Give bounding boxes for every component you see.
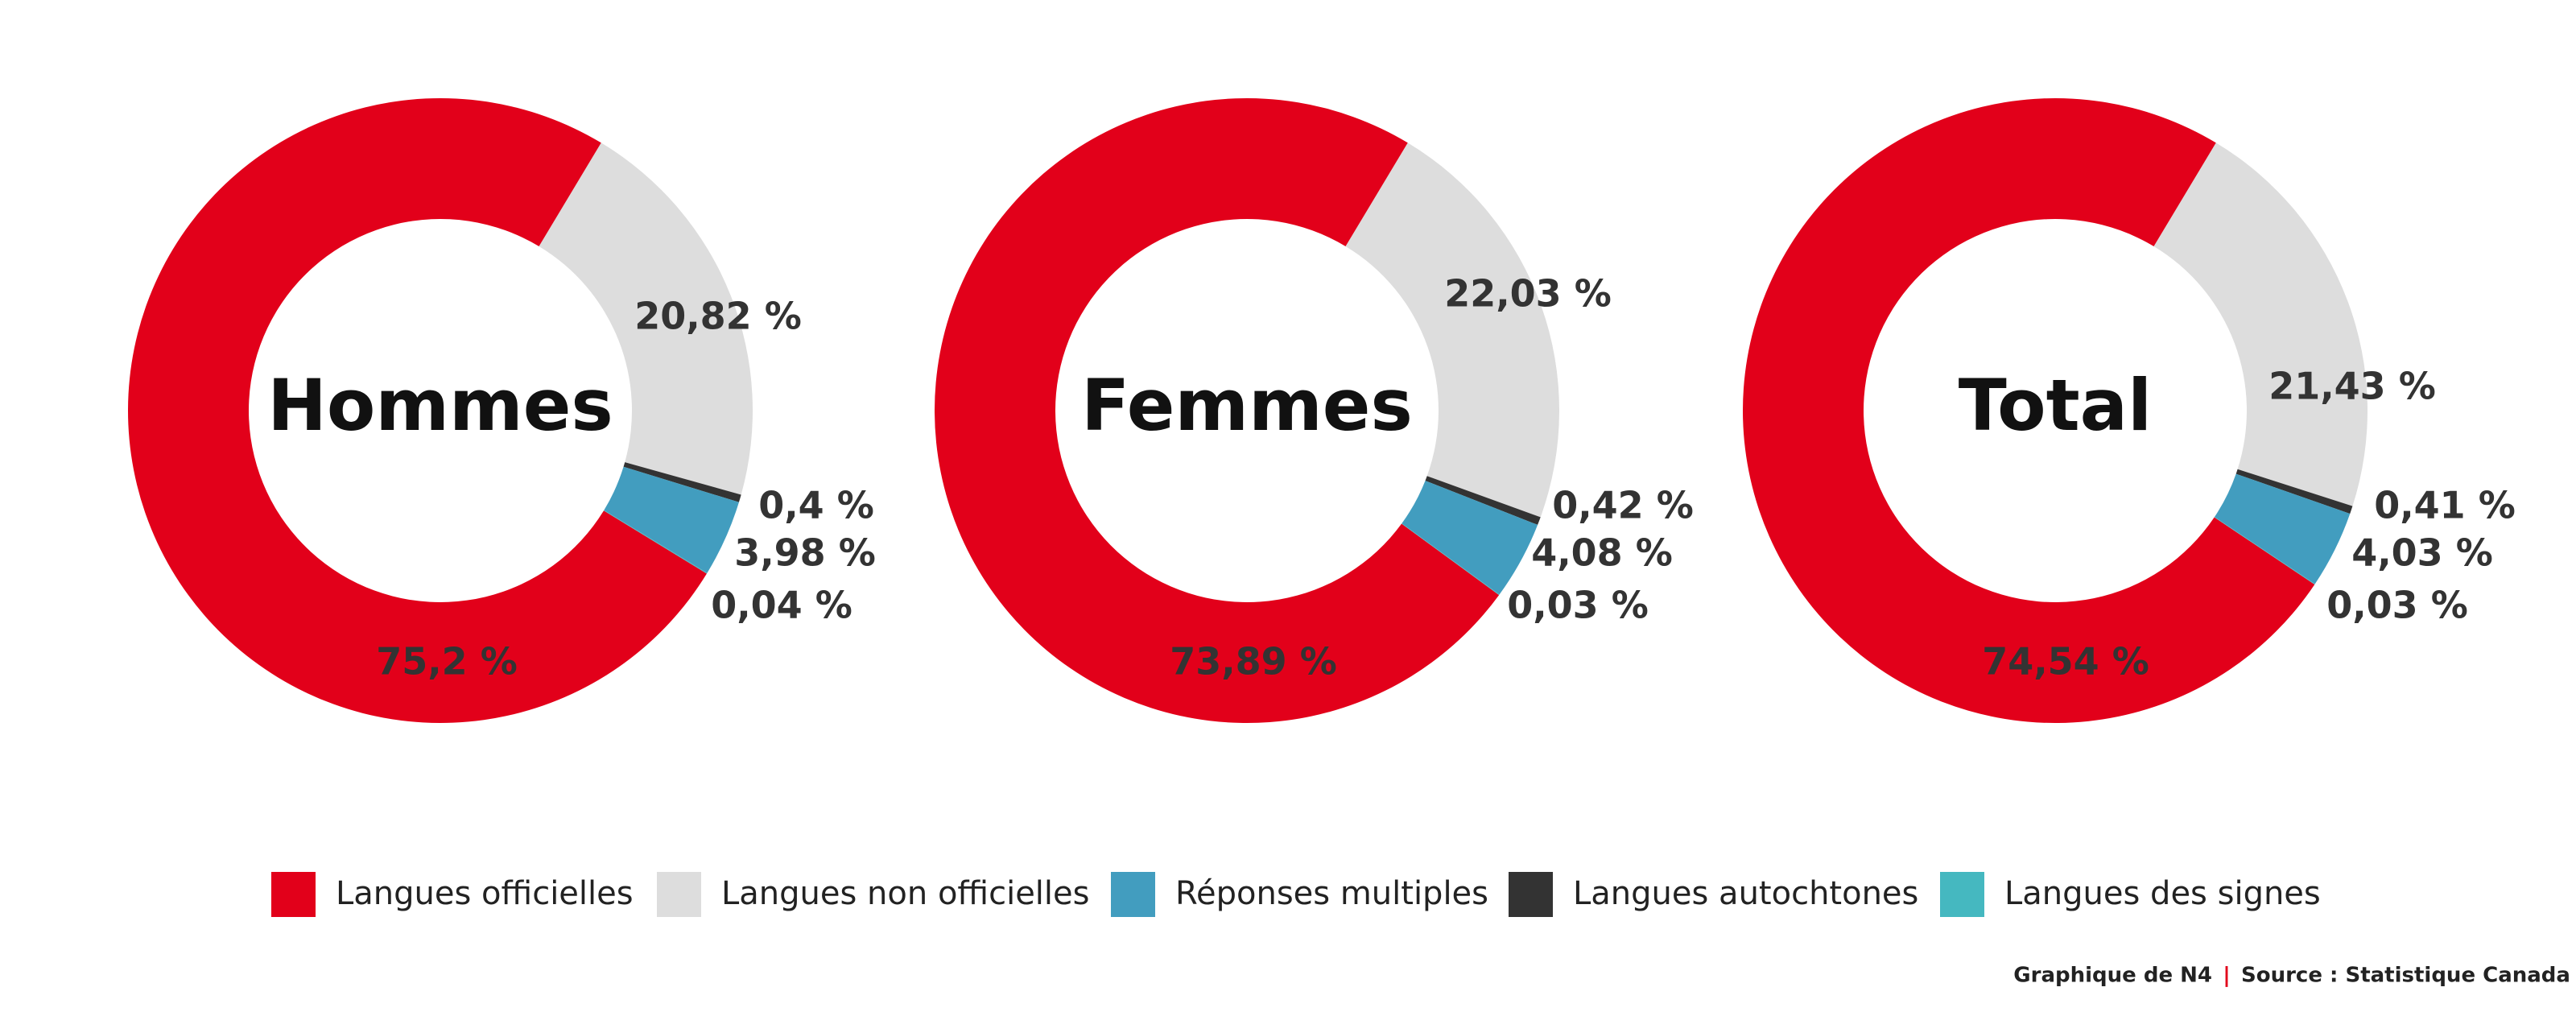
donut-slice xyxy=(2153,143,2368,506)
donut-slice xyxy=(1402,523,1500,596)
legend-swatch xyxy=(657,872,701,917)
legend-label: Réponses multiples xyxy=(1175,875,1488,912)
donut-slice xyxy=(1743,98,2315,724)
chart-title: Hommes xyxy=(267,364,613,447)
legend-label: Langues officielles xyxy=(336,875,634,912)
value-label: 21,43 % xyxy=(2268,365,2436,408)
donut-slice xyxy=(2214,517,2315,585)
donut-slice xyxy=(935,98,1500,724)
legend-label: Langues autochtones xyxy=(1573,875,1918,912)
donut-slice xyxy=(623,462,741,502)
legend-label: Langues des signes xyxy=(2004,875,2321,912)
value-label: 4,03 % xyxy=(2351,531,2493,575)
donut-slice xyxy=(539,143,753,495)
credit-separator: | xyxy=(2223,964,2231,988)
value-label: 4,08 % xyxy=(1531,531,1673,575)
value-label: 75,2 % xyxy=(376,640,518,684)
value-label: 0,04 % xyxy=(711,584,852,627)
donut-slice xyxy=(604,466,739,573)
donut-slice xyxy=(2214,473,2351,584)
value-label: 74,54 % xyxy=(1982,640,2149,684)
value-label: 22,03 % xyxy=(1444,272,1612,316)
chart-title: Total xyxy=(1959,364,2152,447)
credit-source: Source : Statistique Canada xyxy=(2241,964,2570,988)
value-label: 0,4 % xyxy=(758,484,874,527)
donut-slice xyxy=(1425,476,1541,525)
donut-slice xyxy=(128,97,707,724)
legend-swatch xyxy=(1111,872,1155,917)
value-label: 0,03 % xyxy=(1507,584,1649,627)
credit-author: Graphique de N4 xyxy=(2013,964,2212,988)
value-label: 0,03 % xyxy=(2326,584,2468,627)
legend-swatch xyxy=(1940,872,1984,917)
legend-label: Langues non officielles xyxy=(721,875,1089,912)
donut-slice xyxy=(1402,481,1538,595)
value-label: 0,42 % xyxy=(1552,484,1694,527)
chart-title: Femmes xyxy=(1081,364,1413,447)
donut-slice xyxy=(604,510,708,574)
legend-swatch xyxy=(1509,872,1553,917)
value-label: 3,98 % xyxy=(734,531,876,575)
value-label: 73,89 % xyxy=(1170,640,1337,684)
value-label: 20,82 % xyxy=(634,295,802,338)
legend-swatch xyxy=(271,872,316,917)
value-label: 0,41 % xyxy=(2374,484,2516,527)
donut-slice xyxy=(1345,143,1559,518)
donut-slice xyxy=(2235,469,2353,514)
